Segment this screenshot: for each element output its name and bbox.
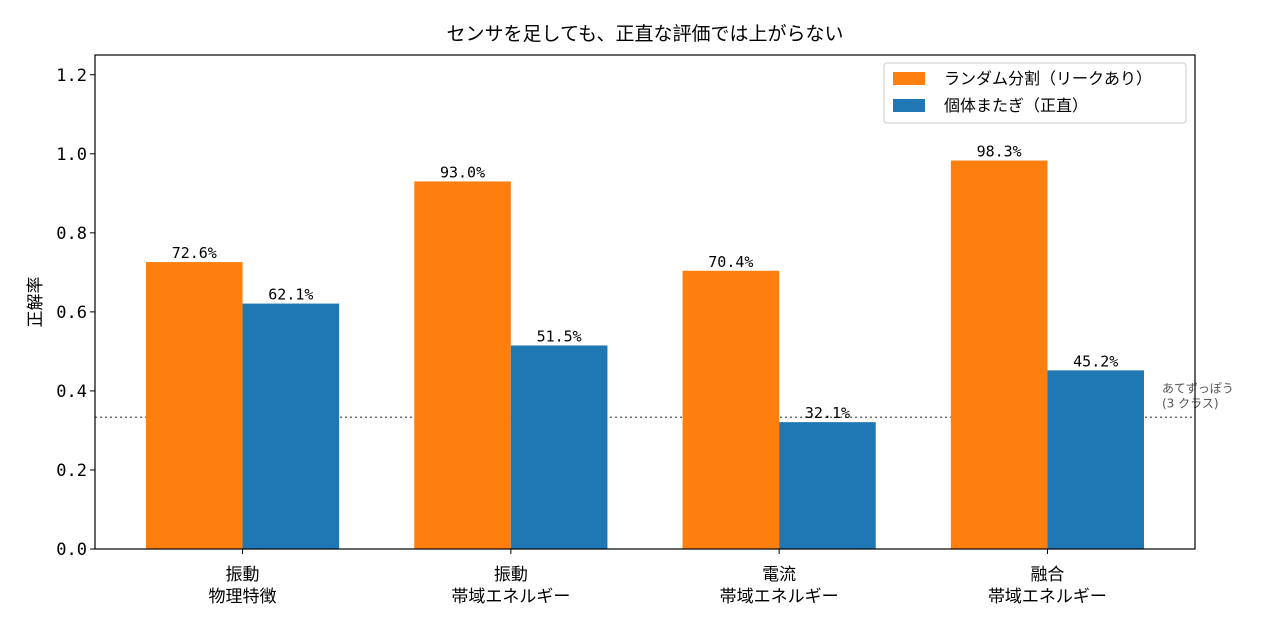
bar-data-label: 62.1% — [268, 286, 313, 304]
legend-box — [883, 62, 1187, 124]
bar-data-label: 98.3% — [977, 143, 1022, 161]
legend-label: 個体またぎ（正直） — [944, 96, 1088, 115]
bar-data-label: 93.0% — [440, 163, 485, 181]
legend-swatch — [893, 72, 925, 85]
reference-line-label: あてずっぽう — [1162, 381, 1234, 395]
y-tick-label: 0.8 — [56, 224, 87, 244]
bar-data-label: 32.1% — [805, 404, 850, 422]
x-tick-label: 振動 — [494, 565, 528, 585]
x-tick-label: 帯域エネルギー — [720, 587, 839, 607]
bar-series-1 — [414, 181, 511, 550]
y-tick-label: 0.2 — [56, 461, 87, 481]
y-tick-label: 0.0 — [56, 540, 87, 560]
x-tick-label: 電流 — [762, 565, 796, 585]
bar-series-2 — [510, 345, 608, 549]
bar-series-1 — [145, 262, 243, 549]
bar-series-1 — [950, 160, 1048, 549]
bar-series-2 — [779, 422, 876, 549]
y-tick-label: 0.6 — [56, 303, 87, 323]
bar-series-2 — [242, 303, 340, 549]
bar-series-1 — [682, 270, 780, 549]
x-tick-label: 帯域エネルギー — [451, 587, 570, 607]
legend-swatch — [893, 99, 925, 112]
reference-line-label: (3 クラス) — [1162, 396, 1219, 410]
bar-data-label: 51.5% — [537, 327, 582, 345]
bar-data-label: 70.4% — [708, 253, 753, 271]
chart-title: センサを足しても、正直な評価では上がらない — [447, 23, 844, 45]
axes-frame — [94, 54, 1196, 550]
y-tick-label: 1.2 — [56, 66, 87, 86]
bar-data-label: 45.2% — [1073, 352, 1118, 370]
x-tick-label: 物理特徴 — [209, 587, 277, 607]
y-tick-label: 0.4 — [56, 382, 87, 402]
x-tick-label: 融合 — [1030, 565, 1064, 585]
y-axis-label: 正解率 — [26, 277, 46, 328]
y-tick-label: 1.0 — [56, 145, 87, 165]
plot-area: あてずっぽう(3 クラス) 72.6% 93.0% 70.4% 98.3% 62.1% 51… — [56, 54, 1234, 607]
bar-data-label: 72.6% — [172, 244, 217, 262]
x-tick-label: 帯域エネルギー — [988, 587, 1107, 607]
legend-label: ランダム分割（リークあり） — [944, 69, 1152, 88]
x-tick-label: 振動 — [226, 565, 260, 585]
bar-series-2 — [1047, 370, 1145, 549]
